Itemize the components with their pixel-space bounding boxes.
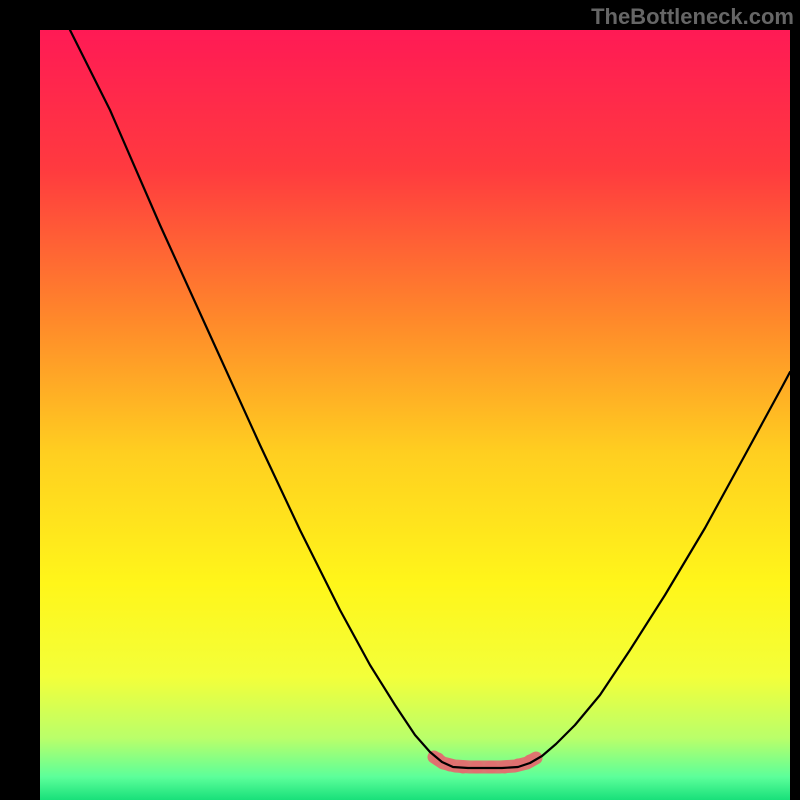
plot-area [40, 30, 790, 800]
watermark-text: TheBottleneck.com [591, 4, 794, 30]
main-curve [70, 30, 790, 768]
chart-svg [40, 30, 790, 800]
chart-container: TheBottleneck.com [0, 0, 800, 800]
